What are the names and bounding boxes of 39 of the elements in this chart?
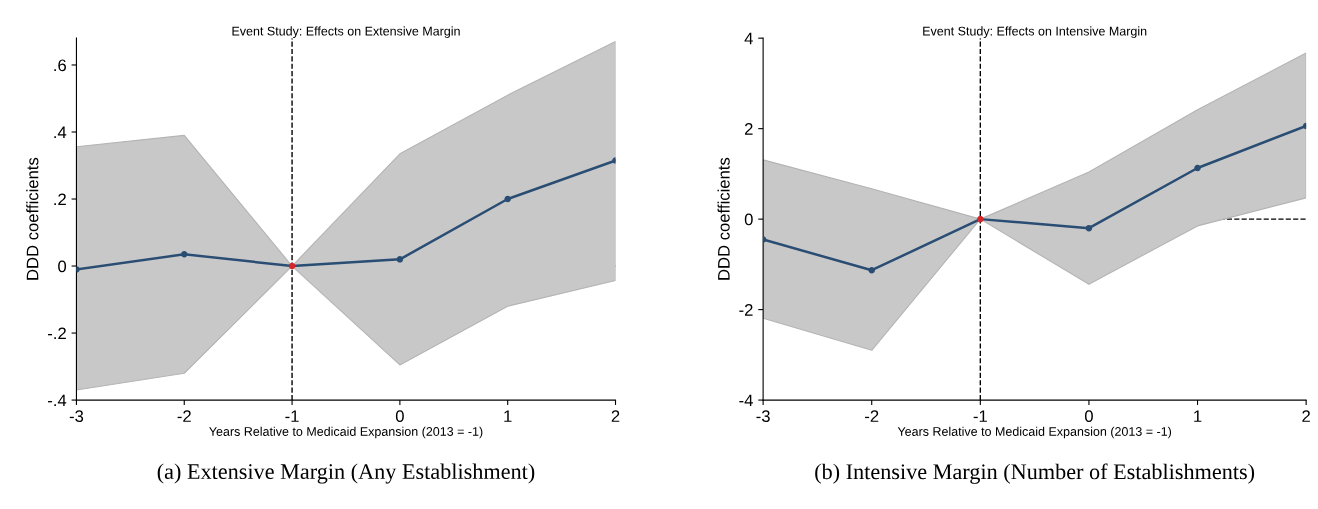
x-tick-label: 1 [504,410,512,422]
x-axis-title: Years Relative to Medicaid Expansion (2013 = -1) [897,426,1172,439]
y-tick-label: .6 [54,59,66,72]
chart-title: Event Study: Effects on Extensive Margin [232,26,460,38]
y-tick-label: -4 [739,394,753,407]
point [868,266,875,274]
x-tick-label: -1 [973,410,987,422]
x-tick-label: -2 [177,410,191,422]
y-tick-label: .4 [54,126,67,139]
text: (a) Extensive Margin (Any Establishment) [157,463,535,484]
x-tick-label: -3 [69,410,84,423]
point [396,256,404,263]
y-tick-label: 0 [58,260,67,273]
point [1194,164,1201,172]
y-tick-label: 4 [744,32,753,45]
chart-title: Event Study: Effects on Intensive Margin [923,26,1147,38]
x-axis-title: Years Relative to Medicaid Expansion (2013 = -1) [209,426,483,439]
x-tick-label: 1 [1194,410,1202,422]
y-axis-title: DDD coefficients [26,157,39,280]
x-tick-label: 2 [611,410,620,422]
y-tick-label: 2 [744,123,753,135]
y-tick-label: -.2 [48,327,66,340]
y-tick-label: .2 [54,193,66,206]
x-tick-label: -2 [865,410,879,422]
y-tick-label: 0 [744,213,753,226]
y-tick-label: -2 [739,304,753,316]
x-tick-label: -3 [756,410,770,423]
x-tick-label: -1 [285,410,299,422]
point [977,215,984,223]
y-axis-title: DDD coefficients [717,157,730,280]
point [288,262,296,270]
x-tick-label: 0 [395,410,404,423]
y-tick-label: -.4 [48,394,67,407]
x-tick-label: 2 [1302,410,1310,422]
x-tick-label: 0 [1084,410,1093,423]
point [1085,224,1093,232]
point [504,195,511,203]
text: (b) Intensive Margin (Number of Establishments) [815,463,1255,484]
point [181,251,188,258]
